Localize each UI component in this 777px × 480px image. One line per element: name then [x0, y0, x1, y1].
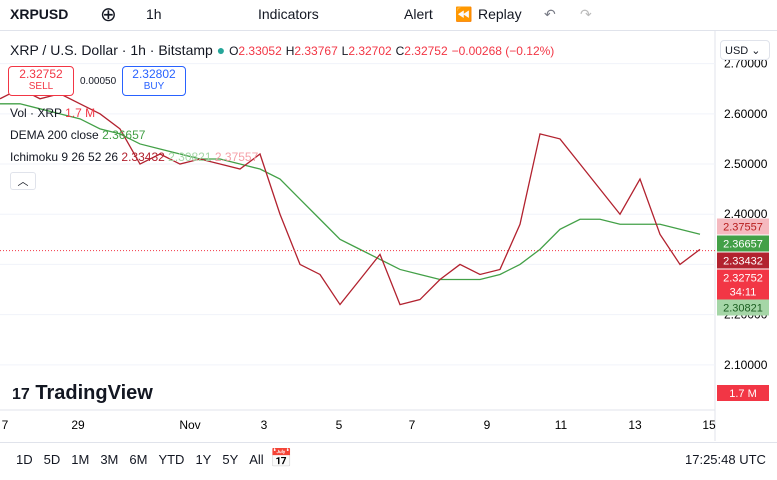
toolbar	[0, 0, 777, 31]
countdown: 34:11	[730, 286, 757, 298]
dema-name: DEMA 200 close	[10, 128, 99, 142]
range-button[interactable]: 1Y	[195, 452, 212, 467]
legend-title: XRP / U.S. Dollar · 1h · Bitstamp	[10, 42, 213, 58]
date-range-icon[interactable]: 📅	[270, 448, 293, 468]
price-tag	[717, 235, 769, 252]
price-tag	[717, 299, 769, 316]
volume-tag: 1.7 M	[729, 388, 757, 400]
ichimoku-name: Ichimoku 9 26 52 26	[10, 150, 119, 164]
collapse-button[interactable]: ︿	[10, 172, 36, 190]
x-tick-label: 7	[409, 418, 416, 432]
buy-label: BUY	[143, 81, 165, 92]
x-tick-label: Nov	[179, 418, 200, 432]
y-tick-label: 2.10000	[724, 358, 768, 372]
undo[interactable]: ↶	[544, 6, 556, 22]
change: −0.00268 (−0.12%)	[451, 44, 555, 58]
replay-icon: ⏪	[455, 6, 473, 22]
low: 2.32702	[348, 44, 392, 58]
x-tick-label: 7	[2, 418, 9, 432]
high: 2.33767	[294, 44, 338, 58]
price-tag-label: 2.32752	[723, 272, 763, 284]
y-tick-label: 2.50000	[724, 157, 768, 171]
sell-button[interactable]: 2.32752 SELL	[8, 66, 74, 96]
price-tag	[717, 252, 769, 269]
x-tick-label: 9	[484, 418, 491, 432]
chart: 2.100002.200002.300002.400002.500002.600…	[0, 31, 769, 441]
dema-value: 2.36657	[102, 128, 146, 142]
x-tick-label: 3	[261, 418, 268, 432]
x-tick-label: 5	[336, 418, 343, 432]
x-tick-label: 11	[555, 418, 568, 432]
ichimoku-v1: 2.33432	[121, 150, 165, 164]
range-button[interactable]: 1M	[71, 452, 90, 467]
indicators-button[interactable]: Indicators	[258, 6, 319, 22]
buy-price: 2.32802	[132, 67, 176, 81]
c-label: C	[395, 44, 405, 58]
spread: 0.00050	[80, 76, 117, 87]
sell-label: SELL	[28, 81, 54, 92]
close: 2.32752	[404, 44, 448, 58]
vol-value: 1.7 M	[65, 106, 96, 120]
range-button[interactable]: 1D	[16, 452, 33, 467]
price-tag	[717, 218, 769, 235]
alert-button[interactable]: Alert	[404, 6, 433, 22]
range-button[interactable]: 6M	[129, 452, 148, 467]
y-tick-label: 2.40000	[724, 207, 768, 221]
x-tick-label: 13	[628, 418, 642, 432]
sell-price: 2.32752	[19, 67, 63, 81]
price-tag-label: 2.30821	[723, 302, 763, 314]
bottom-bar	[0, 442, 777, 480]
y-tick-label: 2.60000	[724, 107, 768, 121]
ichimoku-v2: 2.30821	[168, 150, 212, 164]
vol-name: Vol · XRP	[10, 106, 62, 120]
legend: XRP / U.S. Dollar · 1h · Bitstamp ● O2.3…	[10, 42, 555, 58]
logo: 17 TradingView	[12, 382, 153, 404]
range-buttons: 1D 5D 1M 3M 6M YTD 1Y 5Y All	[16, 452, 275, 467]
price-tag-label: 2.37557	[723, 221, 763, 233]
interval[interactable]: 1h	[146, 6, 162, 22]
price-line	[0, 88, 701, 306]
range-button[interactable]: All	[249, 452, 264, 467]
redo[interactable]: ↷	[580, 6, 592, 22]
range-button[interactable]: 5Y	[222, 452, 239, 467]
logo-text: TradingView	[35, 382, 153, 404]
price-tag-label: 2.36657	[723, 238, 763, 250]
add-symbol[interactable]: ⊕	[100, 4, 117, 26]
price-tag	[717, 269, 769, 300]
dema-line	[0, 103, 701, 281]
price-tag-label: 2.33432	[723, 255, 763, 267]
ichimoku-row: Ichimoku 9 26 52 26 2.33432 2.30821 2.37…	[10, 150, 258, 164]
dema-row: DEMA 200 close 2.36657	[10, 128, 145, 142]
range-button[interactable]: YTD	[158, 452, 185, 467]
volume-tag-bg	[717, 385, 769, 401]
x-tick-label: 15	[702, 418, 716, 432]
buy-button[interactable]: 2.32802 BUY	[122, 66, 186, 96]
l-label: L	[341, 44, 349, 58]
x-tick-label: 29	[71, 418, 85, 432]
vol-row: Vol · XRP 1.7 M	[10, 106, 95, 120]
clock: 17:25:48 UTC	[685, 452, 766, 467]
ichimoku-v3: 2.37557	[214, 150, 259, 164]
range-button[interactable]: 3M	[100, 452, 119, 467]
replay-button[interactable]: Replay	[478, 6, 522, 22]
open: 2.33052	[238, 44, 282, 58]
range-button[interactable]: 5D	[43, 452, 61, 467]
y-tick-label: 2.70000	[724, 57, 768, 71]
o-label: O	[229, 44, 239, 58]
currency: USD	[725, 45, 749, 57]
currency-select[interactable]: USD ⌄	[720, 40, 770, 60]
symbol[interactable]: XRPUSD	[10, 6, 69, 22]
h-label: H	[285, 44, 295, 58]
